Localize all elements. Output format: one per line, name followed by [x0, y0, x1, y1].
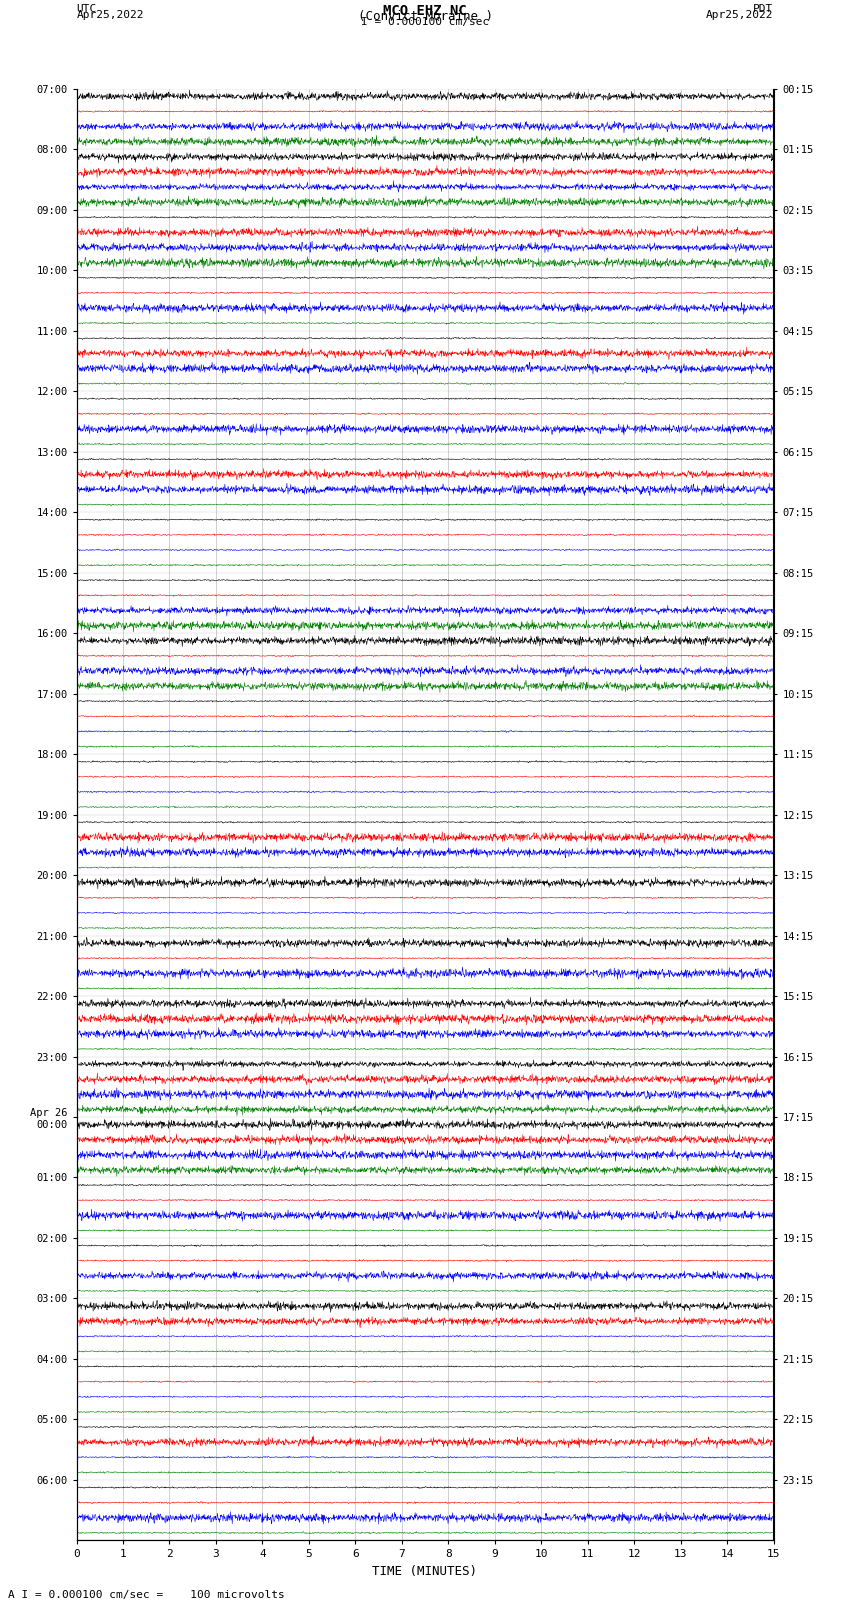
Text: (Convict Moraine ): (Convict Moraine ) — [358, 11, 492, 24]
Text: A I = 0.000100 cm/sec =    100 microvolts: A I = 0.000100 cm/sec = 100 microvolts — [8, 1590, 286, 1600]
Text: I = 0.000100 cm/sec: I = 0.000100 cm/sec — [361, 18, 489, 27]
Text: UTC: UTC — [76, 5, 97, 15]
Text: Apr25,2022: Apr25,2022 — [76, 11, 144, 21]
Text: PDT: PDT — [753, 5, 774, 15]
Text: Apr25,2022: Apr25,2022 — [706, 11, 774, 21]
Text: MCO EHZ NC: MCO EHZ NC — [383, 5, 467, 18]
X-axis label: TIME (MINUTES): TIME (MINUTES) — [372, 1565, 478, 1578]
